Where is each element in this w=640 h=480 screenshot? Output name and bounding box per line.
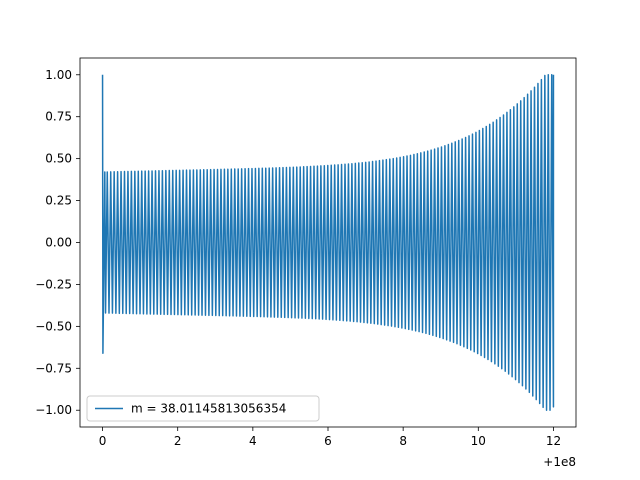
- x-tick-label: 8: [399, 434, 407, 448]
- legend-label-0: m = 38.01145813056354: [131, 402, 286, 416]
- series-line-0: [101, 74, 555, 411]
- x-tick-label: 0: [99, 434, 107, 448]
- y-axis: −1.00 −0.75 −0.50 −0.25 0.00 0.25 0.50 0.75 1.00: [35, 68, 80, 417]
- x-axis: 0 2 4 6 8 10 12: [99, 427, 561, 448]
- y-tick-label: −0.25: [35, 277, 72, 291]
- x-tick-label: 4: [249, 434, 257, 448]
- y-tick-label: 1.00: [45, 68, 72, 82]
- x-axis-offset-label: +1e8: [543, 455, 576, 469]
- x-tick-label: 6: [324, 434, 332, 448]
- x-tick-label: 12: [546, 434, 561, 448]
- y-tick-label: −0.75: [35, 361, 72, 375]
- x-tick-label: 2: [174, 434, 182, 448]
- y-tick-label: 0.75: [45, 110, 72, 124]
- legend: m = 38.01145813056354: [86, 395, 320, 422]
- y-tick-label: −1.00: [35, 403, 72, 417]
- y-tick-label: 0.00: [45, 236, 72, 250]
- y-tick-label: 0.50: [45, 152, 72, 166]
- y-tick-label: −0.50: [35, 319, 72, 333]
- legend-box: [86, 395, 320, 422]
- x-tick-label: 10: [471, 434, 486, 448]
- y-tick-label: 0.25: [45, 194, 72, 208]
